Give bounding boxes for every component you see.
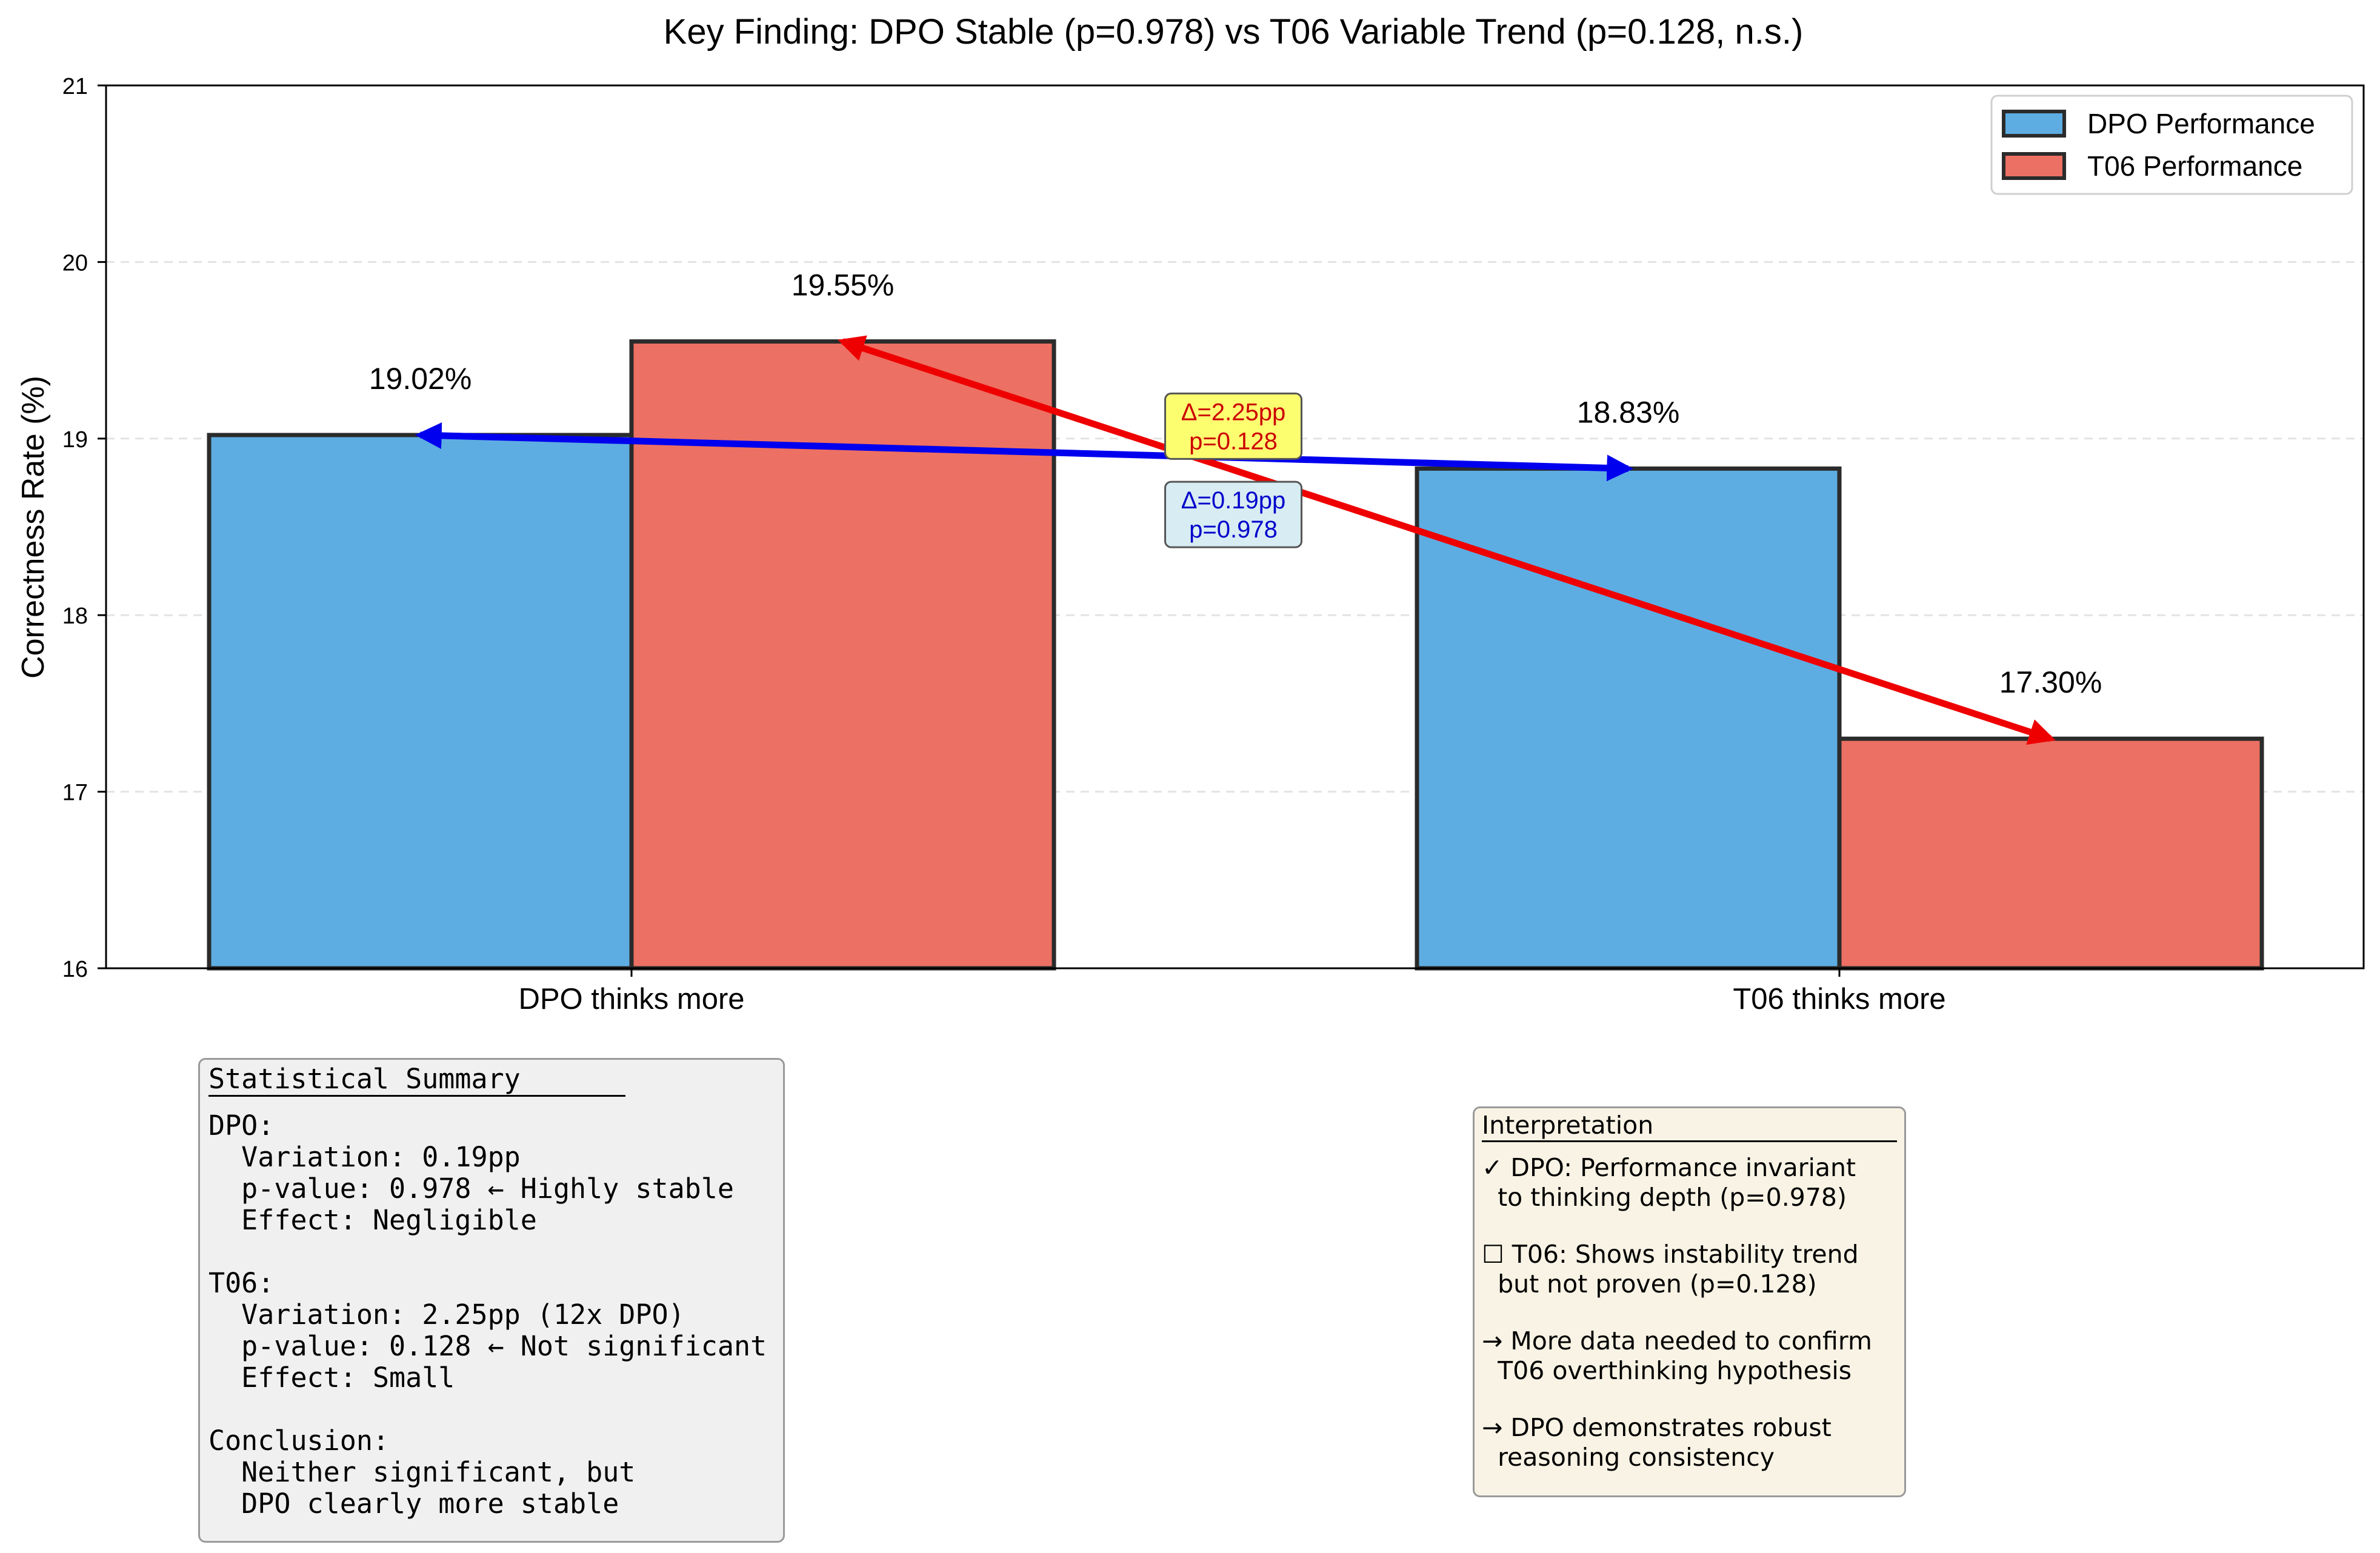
interpretation-title: Interpretation bbox=[1482, 1111, 1654, 1140]
annotation-text-0-0: Δ=2.25pp bbox=[1181, 399, 1285, 425]
bar-dpo-dpo-thinks-more bbox=[207, 433, 634, 971]
bar-t06-t06-thinks-more bbox=[1837, 736, 2264, 971]
y-tick-label-21: 21 bbox=[62, 74, 88, 99]
stats-line: p-value: 0.978 ← Highly stable bbox=[208, 1172, 734, 1205]
plot-frame bbox=[105, 84, 2365, 969]
chart-title: Key Finding: DPO Stable (p=0.978) vs T06… bbox=[664, 12, 1804, 52]
x-tick-label-1: T06 thinks more bbox=[1733, 983, 1945, 1016]
stats-line: Effect: Small bbox=[208, 1362, 455, 1394]
annotation-box-0 bbox=[1164, 392, 1302, 460]
stats-lines: DPO: Variation: 0.19pp p-value: 0.978 ← … bbox=[208, 1110, 783, 1520]
stats-line: Neither significant, but bbox=[208, 1456, 636, 1488]
interpretation-line: → DPO demonstrates robust bbox=[1482, 1413, 1832, 1442]
interpretation-line: reasoning consistency bbox=[1482, 1443, 1775, 1472]
stats-line bbox=[208, 1236, 783, 1268]
interpretation-spacer bbox=[1482, 1386, 1904, 1413]
x-tick-label-0: DPO thinks more bbox=[518, 983, 744, 1016]
stats-line: DPO: bbox=[208, 1109, 275, 1142]
y-tick-label-18: 18 bbox=[62, 604, 88, 629]
interpretation-spacer bbox=[1482, 1212, 1904, 1240]
statistical-summary-box: Statistical Summary DPO: Variation: 0.19… bbox=[198, 1058, 785, 1543]
stats-line: DPO clearly more stable bbox=[208, 1488, 619, 1520]
y-axis-label: Correctness Rate (%) bbox=[16, 376, 51, 679]
stats-line: p-value: 0.128 ← Not significant bbox=[208, 1330, 767, 1362]
interpretation-line: T06 overthinking hypothesis bbox=[1482, 1356, 1852, 1385]
interpretation-items: ✓ DPO: Performance invariant to thinking… bbox=[1482, 1153, 1904, 1472]
legend-label-dpo: DPO Performance bbox=[2087, 108, 2315, 139]
interpretation-box: Interpretation ✓ DPO: Performance invari… bbox=[1473, 1106, 1906, 1497]
legend-label-t06: T06 Performance bbox=[2087, 150, 2302, 182]
legend-swatch-dpo bbox=[2002, 110, 2066, 138]
bar-dpo-t06-thinks-more bbox=[1415, 466, 1842, 971]
legend-swatch-t06 bbox=[2002, 152, 2066, 180]
annotation-text-1-0: Δ=0.19pp bbox=[1181, 487, 1285, 514]
stats-line: T06: bbox=[208, 1267, 275, 1299]
value-label-t06-1: 17.30% bbox=[1999, 665, 2102, 699]
y-tick-label-20: 20 bbox=[62, 250, 88, 276]
interpretation-line: ✓ DPO: Performance invariant bbox=[1482, 1153, 1856, 1182]
value-label-dpo-1: 18.83% bbox=[1577, 395, 1680, 429]
stats-line: Variation: 2.25pp (12x DPO) bbox=[208, 1299, 685, 1331]
stats-line: Conclusion: bbox=[208, 1425, 390, 1457]
stats-title-rule bbox=[208, 1095, 625, 1097]
stats-line bbox=[208, 1394, 783, 1425]
annotation-box-1 bbox=[1164, 481, 1302, 548]
interpretation-line: to thinking depth (p=0.978) bbox=[1482, 1183, 1847, 1212]
annotation-text-1-1: p=0.978 bbox=[1189, 516, 1278, 543]
y-tick-label-16: 16 bbox=[62, 957, 88, 982]
stats-line: Variation: 0.19pp bbox=[208, 1141, 521, 1173]
legend-box bbox=[1990, 95, 2353, 195]
y-tick-label-17: 17 bbox=[62, 780, 88, 806]
bar-t06-dpo-thinks-more bbox=[629, 339, 1056, 971]
stats-title: Statistical Summary bbox=[208, 1063, 521, 1095]
interpretation-line: → More data needed to confirm bbox=[1482, 1326, 1872, 1355]
stats-line: Effect: Negligible bbox=[208, 1204, 537, 1236]
value-label-t06-0: 19.55% bbox=[792, 268, 895, 302]
y-tick-label-19: 19 bbox=[62, 427, 88, 453]
value-label-dpo-0: 19.02% bbox=[369, 362, 472, 396]
interpretation-line: ☐ T06: Shows instability trend bbox=[1482, 1240, 1859, 1269]
interpretation-line: but not proven (p=0.128) bbox=[1482, 1269, 1817, 1299]
trend-arrow-t06 bbox=[838, 335, 2056, 745]
interpretation-spacer bbox=[1482, 1299, 1904, 1326]
interpretation-title-rule bbox=[1482, 1140, 1897, 1142]
annotation-text-0-1: p=0.128 bbox=[1189, 428, 1278, 454]
